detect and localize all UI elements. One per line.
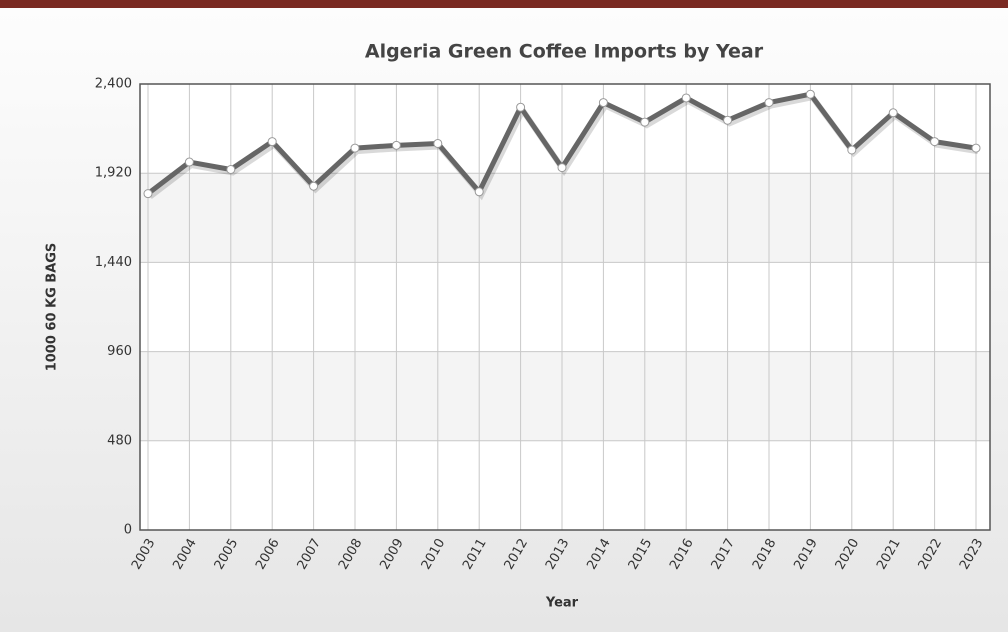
point <box>930 137 940 147</box>
point <box>681 93 691 103</box>
point <box>971 143 981 153</box>
y-axis-label: 1000 60 KG BAGS <box>45 243 60 372</box>
point <box>764 98 774 108</box>
point <box>309 181 319 191</box>
y-tick-label: 1,920 <box>95 166 132 181</box>
y-tick-label: 480 <box>107 433 132 448</box>
x-axis-label: Year <box>545 596 579 611</box>
plot-border <box>139 83 991 531</box>
grid-band <box>140 173 990 263</box>
point <box>474 187 484 197</box>
point <box>847 145 857 155</box>
point <box>226 164 236 174</box>
point <box>433 138 443 148</box>
point <box>143 189 153 199</box>
point <box>516 102 526 112</box>
point <box>723 115 733 125</box>
point <box>557 163 567 173</box>
point <box>267 137 277 147</box>
y-tick-label: 2,400 <box>95 77 132 92</box>
point <box>888 108 898 118</box>
y-tick-label: 960 <box>107 344 132 359</box>
point <box>350 143 360 153</box>
point <box>391 140 401 150</box>
y-tick-label: 0 <box>124 523 132 538</box>
grid-band <box>140 351 990 441</box>
y-tick-label: 1,440 <box>95 255 132 270</box>
point <box>805 89 815 99</box>
top-bar <box>0 0 1008 8</box>
point <box>598 98 608 108</box>
chart-title: Algeria Green Coffee Imports by Year <box>365 41 764 63</box>
point <box>184 157 194 167</box>
point <box>640 117 650 127</box>
